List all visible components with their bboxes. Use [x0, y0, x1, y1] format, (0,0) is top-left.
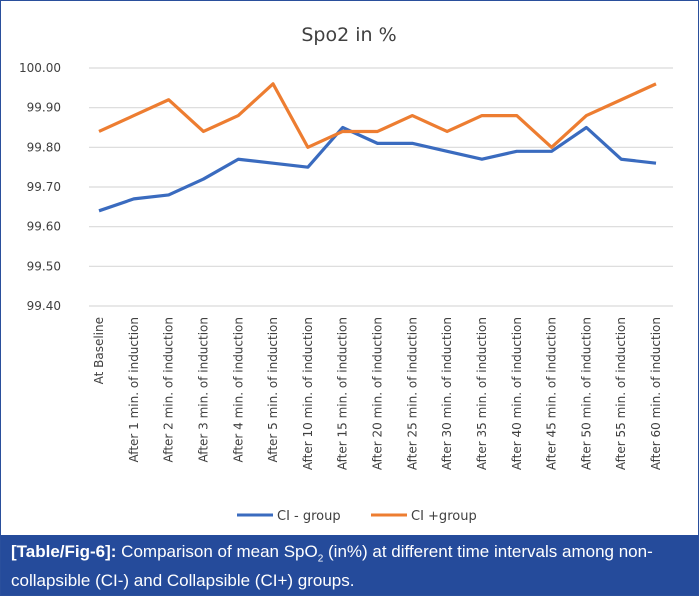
- x-tick-label: After 4 min. of induction: [231, 317, 245, 462]
- figure-caption: [Table/Fig-6]: Comparison of mean SpO2 (…: [1, 535, 698, 595]
- caption-text-end: (in%) at different time intervals among …: [11, 542, 653, 591]
- x-tick-label: After 40 min. of induction: [510, 317, 524, 470]
- y-tick-label: 99.90: [27, 101, 61, 115]
- line-chart: Spo2 in % 99.40 99.50 99.60 99.70 99.80 99.90 1…: [19, 24, 673, 524]
- caption-text: Comparison of mean SpO: [116, 542, 318, 561]
- x-tick-label: After 5 min. of induction: [266, 317, 280, 462]
- x-tick-label: After 35 min. of induction: [475, 317, 489, 470]
- series-line-ci-minus: [98, 125, 657, 213]
- caption-subscript: 2: [317, 553, 324, 565]
- x-tick-label: After 1 min. of induction: [127, 317, 141, 462]
- x-tick-label: At Baseline: [92, 317, 106, 384]
- chart-title: Spo2 in %: [301, 24, 396, 46]
- legend-label: CI - group: [277, 509, 341, 524]
- x-tick-label: After 50 min. of induction: [579, 317, 593, 470]
- y-tick-label: 100.00: [19, 61, 61, 75]
- x-tick-label: After 20 min. of induction: [371, 317, 385, 470]
- x-tick-label: After 10 min. of induction: [301, 317, 315, 470]
- y-tick-label: 99.70: [27, 180, 61, 194]
- x-tick-label: After 25 min. of induction: [405, 317, 419, 470]
- y-tick-label: 99.50: [27, 259, 61, 273]
- y-tick-label: 99.40: [27, 299, 61, 313]
- y-tick-label: 99.60: [27, 220, 61, 234]
- caption-label: [Table/Fig-6]:: [11, 542, 117, 561]
- x-tick-label: After 45 min. of induction: [545, 317, 559, 470]
- legend-label: CI +group: [411, 509, 477, 524]
- x-tick-label: After 60 min. of induction: [649, 317, 663, 470]
- x-tick-label: After 55 min. of induction: [614, 317, 628, 470]
- x-tick-label: After 15 min. of induction: [336, 317, 350, 470]
- x-tick-label: After 2 min. of induction: [162, 317, 176, 462]
- x-tick-label: After 30 min. of induction: [440, 317, 454, 470]
- y-tick-label: 99.80: [27, 140, 61, 154]
- x-tick-label: After 3 min. of induction: [196, 317, 210, 462]
